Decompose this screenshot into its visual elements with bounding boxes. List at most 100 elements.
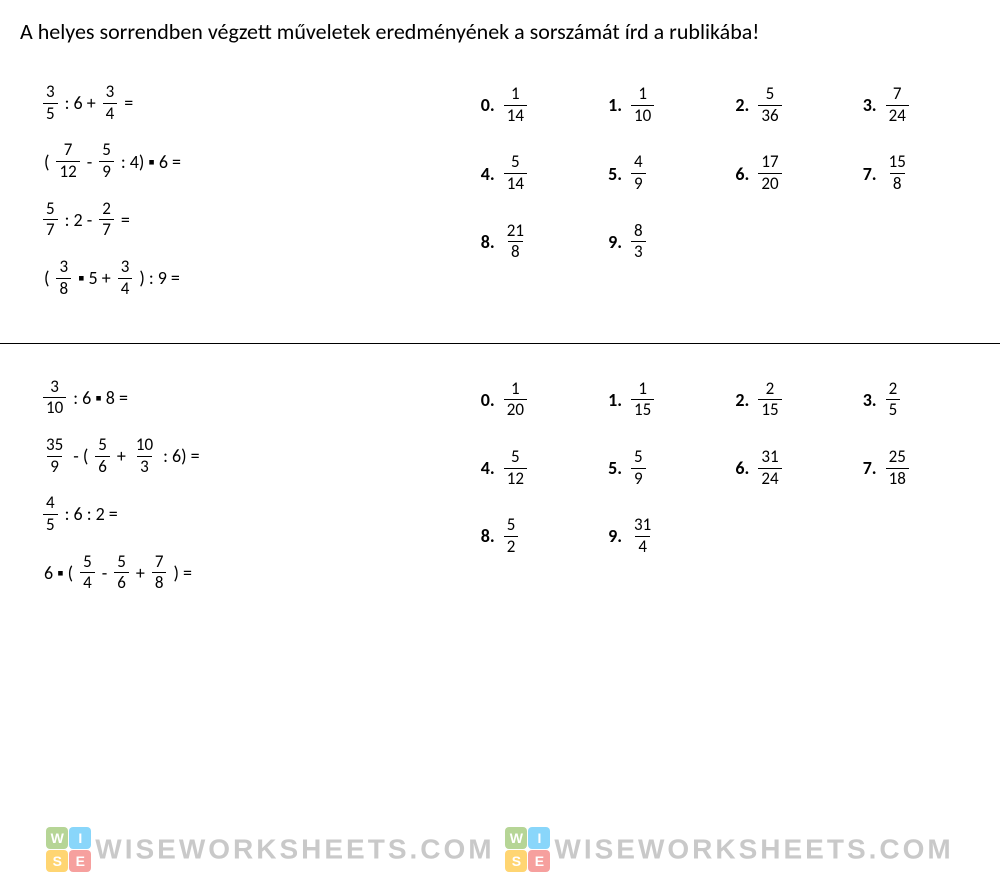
section-divider bbox=[0, 343, 1000, 344]
fraction: 712 bbox=[56, 141, 79, 181]
answer-index: 1. bbox=[608, 94, 622, 116]
expression-text: - ( bbox=[73, 445, 88, 467]
watermark-text: WISEWORKSHEETS.COM bbox=[95, 834, 505, 865]
expression-text: = bbox=[121, 209, 130, 231]
fraction: 158 bbox=[886, 153, 909, 193]
fraction: 536 bbox=[758, 85, 781, 125]
expression-text: ( bbox=[44, 267, 49, 289]
worksheet-section: 310 : 6 ▪ 8 = 359 - ( 56 + 103 : 6) = 45 :… bbox=[0, 350, 1000, 632]
answer-option: 3.25 bbox=[863, 380, 980, 420]
fraction: 56 bbox=[95, 436, 110, 476]
answer-option: 0.114 bbox=[481, 85, 598, 125]
answer-index: 8. bbox=[481, 231, 495, 253]
fraction: 52 bbox=[504, 516, 519, 556]
answer-option: 8.52 bbox=[481, 516, 598, 556]
answer-index: 4. bbox=[481, 163, 495, 185]
problem-expression: ( 712 - 59 : 4) ▪ 6 = bbox=[40, 141, 481, 181]
answer-index: 7. bbox=[863, 457, 877, 479]
fraction: 38 bbox=[56, 258, 71, 298]
answer-index: 5. bbox=[608, 457, 622, 479]
fraction: 54 bbox=[80, 553, 95, 593]
fraction: 359 bbox=[43, 436, 66, 476]
watermark: WISEWISEWORKSHEETS.COM WISEWISEWORKSHEET… bbox=[0, 827, 1000, 872]
answer-index: 9. bbox=[608, 525, 622, 547]
expression-text: + bbox=[117, 445, 126, 467]
answer-option: 4.512 bbox=[481, 448, 598, 488]
answer-option: 6. 3124 bbox=[735, 448, 852, 488]
answer-option: 7.2518 bbox=[863, 448, 980, 488]
expression-text: : 6 ▪ 8 = bbox=[73, 387, 128, 409]
problem-expression: 310 : 6 ▪ 8 = bbox=[40, 378, 481, 418]
fraction: 514 bbox=[504, 153, 527, 193]
expression-text: ( bbox=[44, 151, 49, 173]
answer-index: 6. bbox=[735, 163, 749, 185]
problem-expression: 359 - ( 56 + 103 : 6) = bbox=[40, 436, 481, 476]
fraction: 56 bbox=[114, 553, 129, 593]
expression-text: : 6) = bbox=[163, 445, 200, 467]
answer-index: 1. bbox=[608, 389, 622, 411]
answer-index: 5. bbox=[608, 163, 622, 185]
expression-text: ▪ 5 + bbox=[78, 267, 111, 289]
fraction: 115 bbox=[631, 380, 654, 420]
answer-option: 5.59 bbox=[608, 448, 725, 488]
answer-option: 0. 120 bbox=[481, 380, 598, 420]
problem-expression: ( 38 ▪ 5 + 34 ) : 9 = bbox=[40, 258, 481, 298]
answer-index: 6. bbox=[735, 457, 749, 479]
answer-index: 3. bbox=[863, 94, 877, 116]
fraction: 78 bbox=[152, 553, 167, 593]
fraction: 49 bbox=[631, 153, 646, 193]
expression-text: : 6 + bbox=[65, 92, 96, 114]
answer-index: 3. bbox=[863, 389, 877, 411]
fraction: 45 bbox=[43, 494, 58, 534]
expression-text: + bbox=[136, 562, 145, 584]
fraction: 34 bbox=[103, 83, 118, 123]
answer-index: 0. bbox=[481, 94, 495, 116]
answer-index: 2. bbox=[735, 94, 749, 116]
problem-expression: 57 : 2 - 27 = bbox=[40, 200, 481, 240]
answer-option: 9. 314 bbox=[608, 516, 725, 556]
answer-option: 9.83 bbox=[608, 222, 725, 262]
problem-expression: 45 : 6 : 2 = bbox=[40, 494, 481, 534]
fraction: 83 bbox=[631, 222, 646, 262]
fraction: 120 bbox=[504, 380, 527, 420]
answer-index: 0. bbox=[481, 389, 495, 411]
fraction: 110 bbox=[631, 85, 654, 125]
page-title: A helyes sorrendben végzett műveletek er… bbox=[0, 0, 1000, 55]
fraction: 724 bbox=[886, 85, 909, 125]
answer-index: 9. bbox=[608, 231, 622, 253]
expression-text: : 6 : 2 = bbox=[65, 503, 118, 525]
fraction: 218 bbox=[504, 222, 527, 262]
fraction: 27 bbox=[99, 200, 114, 240]
answer-option: 7. 158 bbox=[863, 153, 980, 193]
answers-column: 0.1201.1152.2153.254.5125.596.31247.2518… bbox=[481, 360, 980, 612]
problems-column: 35 : 6 + 34 =( 712 - 59 : 4) ▪ 6 =57 : 2… bbox=[20, 65, 481, 317]
answer-option: 3. 724 bbox=[863, 85, 980, 125]
answer-option: 1. 110 bbox=[608, 85, 725, 125]
fraction: 310 bbox=[43, 378, 66, 418]
fraction: 314 bbox=[631, 516, 654, 556]
answer-option: 4. 514 bbox=[481, 153, 598, 193]
expression-text: 6 ▪ ( bbox=[44, 562, 73, 584]
watermark-text: WISEWORKSHEETS.COM bbox=[554, 834, 953, 865]
fraction: 215 bbox=[758, 380, 781, 420]
fraction: 25 bbox=[886, 380, 901, 420]
problem-expression: 6 ▪ ( 54 - 56 + 78 ) = bbox=[40, 553, 481, 593]
worksheet-section: 35 : 6 + 34 =( 712 - 59 : 4) ▪ 6 =57 : 2… bbox=[0, 55, 1000, 337]
answer-option: 5.49 bbox=[608, 153, 725, 193]
fraction: 1720 bbox=[758, 153, 781, 193]
expression-text: - bbox=[87, 151, 93, 173]
fraction: 3124 bbox=[758, 448, 781, 488]
fraction: 103 bbox=[133, 436, 156, 476]
answer-index: 7. bbox=[863, 163, 877, 185]
expression-text: ) = bbox=[173, 562, 192, 584]
expression-text: : 2 - bbox=[65, 209, 93, 231]
expression-text: ) : 9 = bbox=[139, 267, 180, 289]
expression-text: : 4) ▪ 6 = bbox=[121, 151, 181, 173]
expression-text: = bbox=[124, 92, 133, 114]
answer-option: 6. 1720 bbox=[735, 153, 852, 193]
fraction: 512 bbox=[504, 448, 527, 488]
answer-option: 8. 218 bbox=[481, 222, 598, 262]
problems-column: 310 : 6 ▪ 8 = 359 - ( 56 + 103 : 6) = 45 :… bbox=[20, 360, 481, 612]
fraction: 34 bbox=[118, 258, 133, 298]
answers-column: 0.1141.1102.5363.7244.5145.496.17207.158… bbox=[481, 65, 980, 317]
